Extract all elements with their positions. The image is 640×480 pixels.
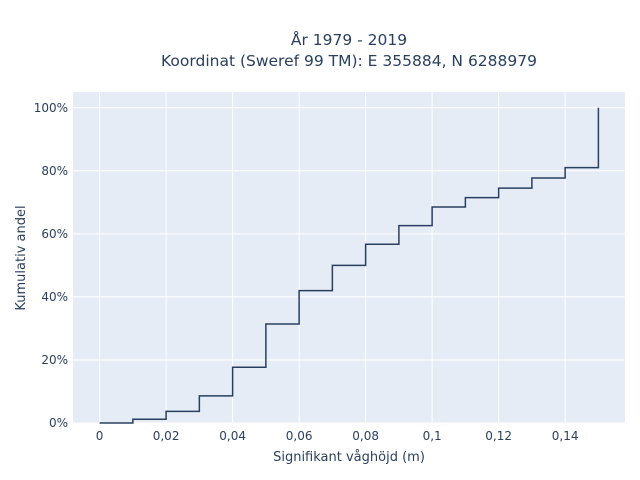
x-tick-label: 0,02 — [153, 429, 180, 443]
x-tick-label: 0,04 — [219, 429, 246, 443]
y-tick-label: 80% — [41, 164, 68, 178]
y-axis-ticks: 0% 20% 40% 60% 80% 100% — [34, 101, 68, 430]
y-tick-label: 100% — [34, 101, 68, 115]
chart-title-line-1: År 1979 - 2019 — [291, 30, 407, 49]
x-axis-ticks: 0 0,02 0,04 0,06 0,08 0,1 0,12 0,14 — [96, 429, 579, 443]
series-group — [99, 107, 600, 424]
y-tick-label: 40% — [41, 290, 68, 304]
x-tick-label: 0,06 — [286, 429, 313, 443]
x-axis-label: Signifikant våghöjd (m) — [273, 450, 425, 465]
chart-title-line-2: Koordinat (Sweref 99 TM): E 355884, N 62… — [161, 52, 537, 70]
y-tick-label: 0% — [49, 416, 68, 430]
x-tick-label: 0,08 — [352, 429, 379, 443]
grid-lines — [73, 92, 625, 424]
y-tick-label: 20% — [41, 353, 68, 367]
x-tick-label: 0,1 — [423, 429, 442, 443]
plot-area — [73, 92, 625, 423]
y-axis-label: Kumulativ andel — [14, 205, 29, 310]
y-tick-label: 60% — [41, 227, 68, 241]
cumulative-step-line-0 — [99, 107, 600, 424]
x-tick-label: 0,12 — [485, 429, 512, 443]
x-tick-label: 0 — [96, 429, 104, 443]
x-tick-label: 0,14 — [552, 429, 579, 443]
